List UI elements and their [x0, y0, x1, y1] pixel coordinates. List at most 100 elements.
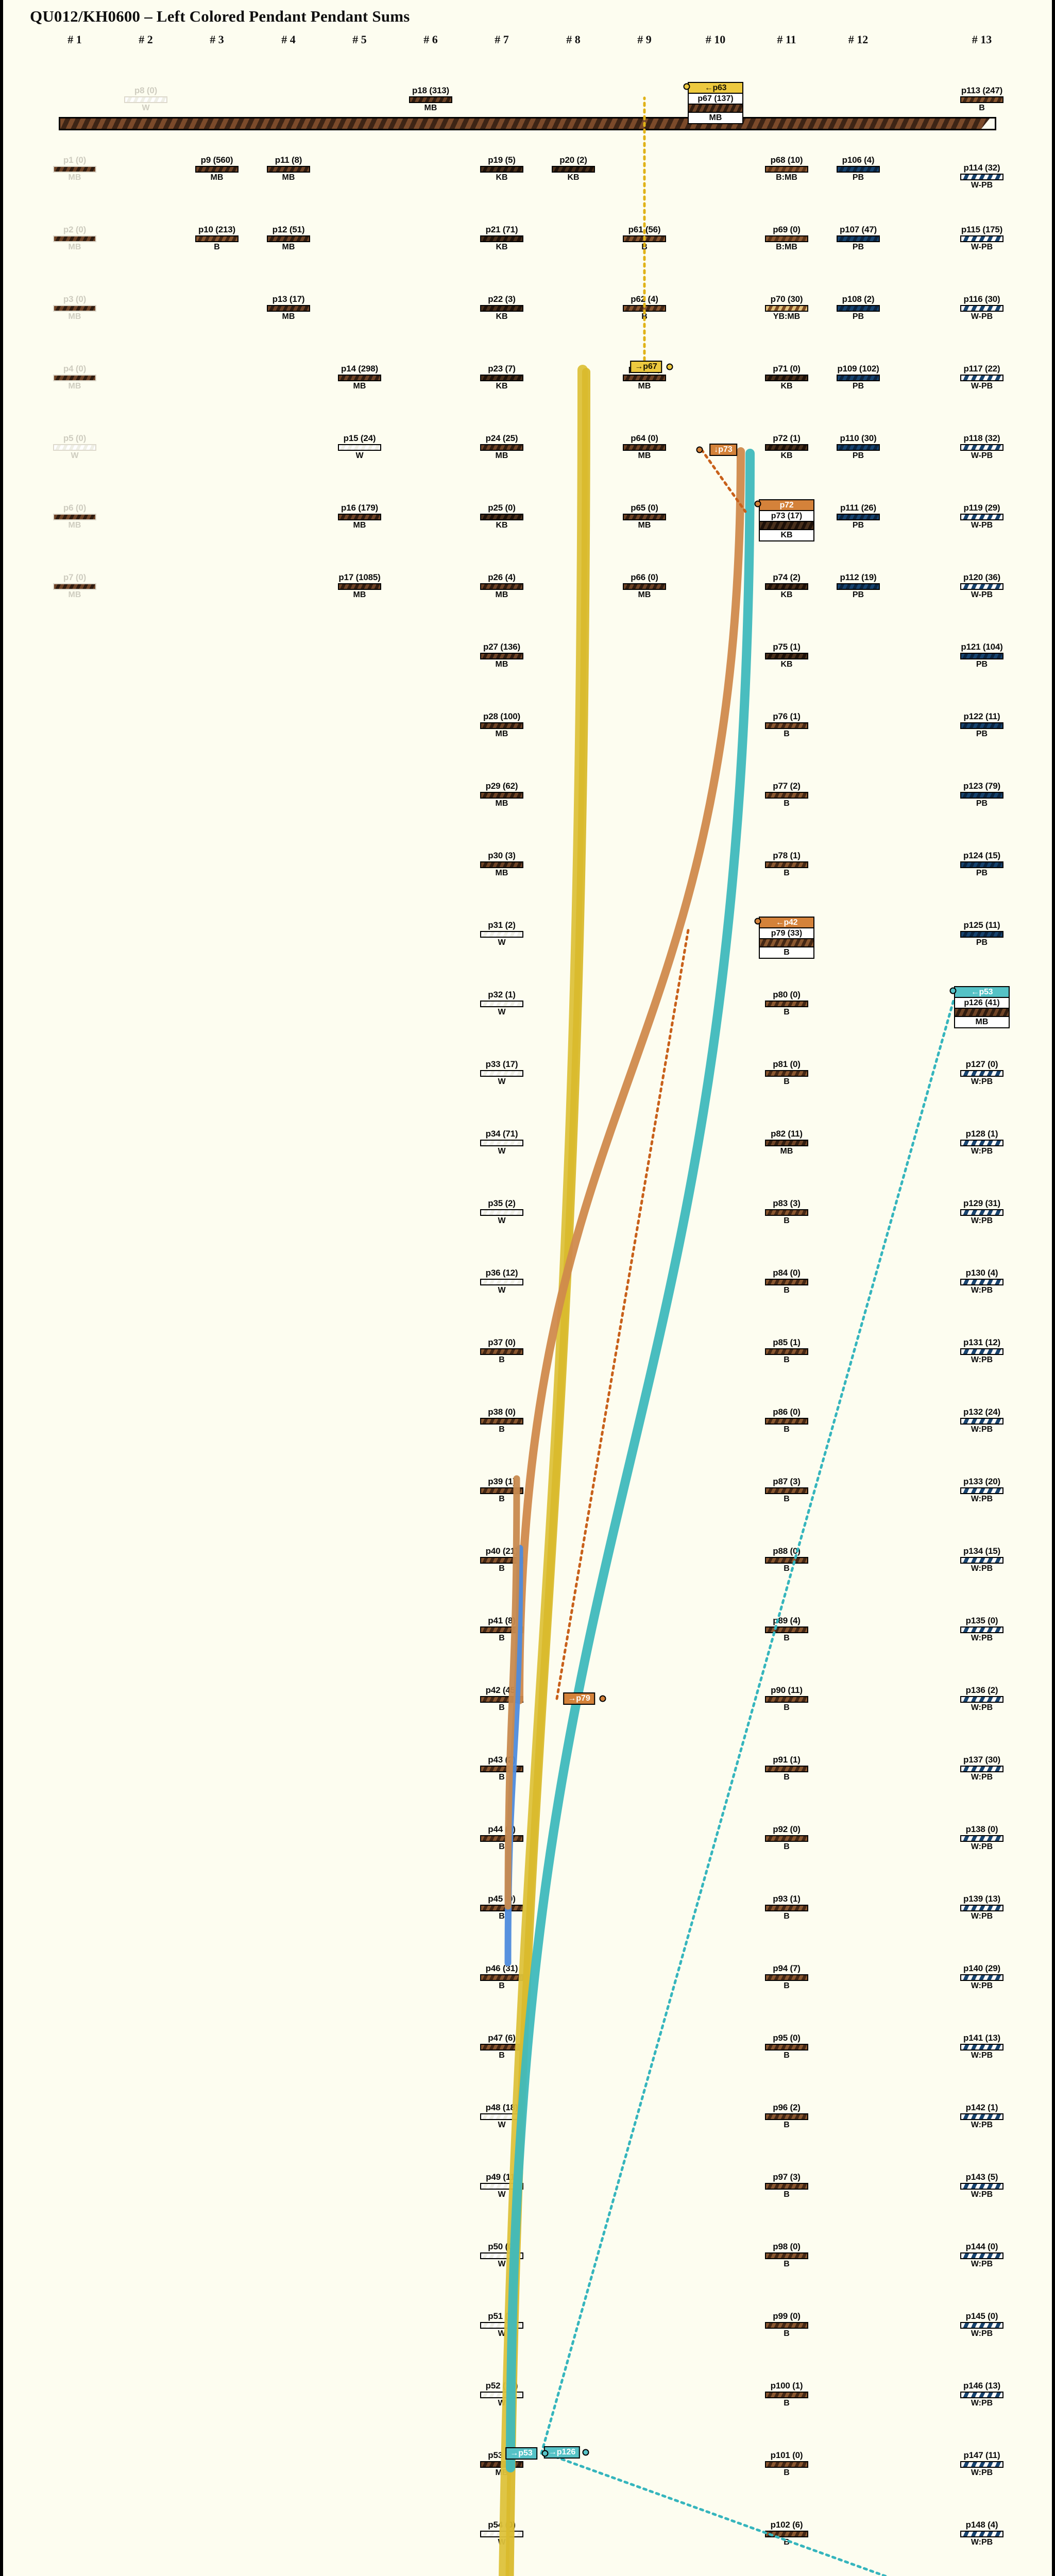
pendant-cell-p11[interactable]: p11 (8) MB	[247, 156, 330, 182]
pendant-cell-p109[interactable]: p109 (102) PB	[817, 364, 899, 391]
pointer-tag-p67[interactable]: →p67	[630, 361, 662, 373]
pendant-cell-p84[interactable]: p84 (0) B	[745, 1268, 828, 1295]
pendant-cell-p27[interactable]: p27 (136) MB	[461, 642, 543, 669]
pointer-tag-p126[interactable]: →p126	[543, 2446, 581, 2459]
pendant-cell-p40[interactable]: p40 (21) B	[461, 1547, 543, 1573]
pendant-cell-p50[interactable]: p50 (0) W	[461, 2242, 543, 2268]
pendant-cell-p132[interactable]: p132 (24) W:PB	[941, 1408, 1023, 1434]
pendant-cell-p144[interactable]: p144 (0) W:PB	[941, 2242, 1023, 2268]
pendant-cell-p32[interactable]: p32 (1) W	[461, 990, 543, 1016]
pendant-cell-p80[interactable]: p80 (0) B	[745, 990, 828, 1016]
pendant-cell-p22[interactable]: p22 (3) KB	[461, 295, 543, 321]
pendant-cell-p127[interactable]: p127 (0) W:PB	[941, 1060, 1023, 1086]
pendant-cell-p8[interactable]: p8 (0) W	[105, 86, 187, 112]
pendant-cell-p44[interactable]: p44 (0) B	[461, 1825, 543, 1851]
pendant-cell-p142[interactable]: p142 (1) W:PB	[941, 2103, 1023, 2129]
pendant-cell-p130[interactable]: p130 (4) W:PB	[941, 1268, 1023, 1295]
pendant-cell-p120[interactable]: p120 (36) W-PB	[941, 573, 1023, 599]
pendant-cell-p6[interactable]: p6 (0) MB	[33, 503, 116, 530]
pendant-cell-p141[interactable]: p141 (13) W:PB	[941, 2033, 1023, 2060]
pendant-cell-p117[interactable]: p117 (22) W-PB	[941, 364, 1023, 391]
pendant-cell-p98[interactable]: p98 (0) B	[745, 2242, 828, 2268]
pendant-cell-p85[interactable]: p85 (1) B	[745, 1338, 828, 1364]
pendant-cell-p121[interactable]: p121 (104) PB	[941, 642, 1023, 669]
pointer-tag-p73[interactable]: ↓p73	[709, 444, 737, 456]
pendant-cell-p71[interactable]: p71 (0) KB	[745, 364, 828, 391]
pendant-cell-p115[interactable]: p115 (175) W-PB	[941, 225, 1023, 251]
pendant-cell-p51[interactable]: p51 (2) W	[461, 2312, 543, 2338]
pendant-cell-p107[interactable]: p107 (47) PB	[817, 225, 899, 251]
pendant-cell-p28[interactable]: p28 (100) MB	[461, 712, 543, 738]
pendant-cell-p133[interactable]: p133 (20) W:PB	[941, 1477, 1023, 1503]
pendant-cell-p42[interactable]: p42 (45) B	[461, 1686, 543, 1712]
pendant-cell-p12[interactable]: p12 (51) MB	[247, 225, 330, 251]
pendant-cell-p108[interactable]: p108 (2) PB	[817, 295, 899, 321]
pendant-cell-p25[interactable]: p25 (0) KB	[461, 503, 543, 530]
pendant-cell-p93[interactable]: p93 (1) B	[745, 1894, 828, 1921]
pendant-cell-p92[interactable]: p92 (0) B	[745, 1825, 828, 1851]
pendant-cell-p37[interactable]: p37 (0) B	[461, 1338, 543, 1364]
pendant-cell-p114[interactable]: p114 (32) W-PB	[941, 163, 1023, 190]
pendant-cell-p7[interactable]: p7 (0) MB	[33, 573, 116, 599]
pendant-cell-p116[interactable]: p116 (30) W-PB	[941, 295, 1023, 321]
pendant-cell-p24[interactable]: p24 (25) MB	[461, 434, 543, 460]
pendant-cell-p77[interactable]: p77 (2) B	[745, 782, 828, 808]
pendant-cell-p94[interactable]: p94 (7) B	[745, 1964, 828, 1990]
pendant-cell-p61[interactable]: p61 (56) B	[603, 225, 686, 251]
pendant-cell-p111[interactable]: p111 (26) PB	[817, 503, 899, 530]
pendant-cell-p52[interactable]: p52 (14) W	[461, 2381, 543, 2408]
pendant-cell-p39[interactable]: p39 (1) B	[461, 1477, 543, 1503]
pendant-cell-p131[interactable]: p131 (12) W:PB	[941, 1338, 1023, 1364]
pendant-cell-p140[interactable]: p140 (29) W:PB	[941, 1964, 1023, 1990]
pendant-cell-p139[interactable]: p139 (13) W:PB	[941, 1894, 1023, 1921]
pendant-cell-p46[interactable]: p46 (31) B	[461, 1964, 543, 1990]
pendant-cell-p87[interactable]: p87 (3) B	[745, 1477, 828, 1503]
pendant-cell-p65[interactable]: p65 (0) MB	[603, 503, 686, 530]
pendant-cell-p74[interactable]: p74 (2) KB	[745, 573, 828, 599]
pendant-cell-p143[interactable]: p143 (5) W:PB	[941, 2173, 1023, 2199]
pendant-cell-p124[interactable]: p124 (15) PB	[941, 851, 1023, 877]
pointer-tag-p53[interactable]: →p53	[505, 2447, 537, 2460]
pendant-cell-p38[interactable]: p38 (0) B	[461, 1408, 543, 1434]
pendant-cell-p119[interactable]: p119 (29) W-PB	[941, 503, 1023, 530]
pendant-cell-p81[interactable]: p81 (0) B	[745, 1060, 828, 1086]
pendant-cell-p89[interactable]: p89 (4) B	[745, 1616, 828, 1642]
pendant-cell-p101[interactable]: p101 (0) B	[745, 2451, 828, 2477]
pendant-cell-p122[interactable]: p122 (11) PB	[941, 712, 1023, 738]
pendant-cell-p129[interactable]: p129 (31) W:PB	[941, 1199, 1023, 1225]
pendant-cell-p9[interactable]: p9 (560) MB	[176, 156, 258, 182]
pendant-cell-p19[interactable]: p19 (5) KB	[461, 156, 543, 182]
pendant-cell-p68[interactable]: p68 (10) B:MB	[745, 156, 828, 182]
pendant-cell-p90[interactable]: p90 (11) B	[745, 1686, 828, 1712]
pendant-cell-p33[interactable]: p33 (17) W	[461, 1060, 543, 1086]
pendant-cell-p21[interactable]: p21 (71) KB	[461, 225, 543, 251]
pendant-cell-p14[interactable]: p14 (298) MB	[318, 364, 401, 391]
pendant-cell-p54[interactable]: p54 (0) W	[461, 2520, 543, 2547]
pendant-cell-p30[interactable]: p30 (3) MB	[461, 851, 543, 877]
pendant-cell-p146[interactable]: p146 (13) W:PB	[941, 2381, 1023, 2408]
pendant-cell-p10[interactable]: p10 (213) B	[176, 225, 258, 251]
pendant-card-p126[interactable]: ←p53 p126 (41) MB	[954, 986, 1010, 1028]
pendant-cell-p148[interactable]: p148 (4) W:PB	[941, 2520, 1023, 2547]
pendant-cell-p110[interactable]: p110 (30) PB	[817, 434, 899, 460]
pendant-cell-p128[interactable]: p128 (1) W:PB	[941, 1129, 1023, 1156]
pendant-cell-p72[interactable]: p72 (1) KB	[745, 434, 828, 460]
pendant-card-p79[interactable]: ←p42 p79 (33) B	[759, 917, 814, 959]
pendant-cell-p145[interactable]: p145 (0) W:PB	[941, 2312, 1023, 2338]
pendant-cell-p31[interactable]: p31 (2) W	[461, 921, 543, 947]
pendant-cell-p99[interactable]: p99 (0) B	[745, 2312, 828, 2338]
pendant-cell-p69[interactable]: p69 (0) B:MB	[745, 225, 828, 251]
pendant-cell-p88[interactable]: p88 (0) B	[745, 1547, 828, 1573]
pendant-cell-p75[interactable]: p75 (1) KB	[745, 642, 828, 669]
pendant-cell-p76[interactable]: p76 (1) B	[745, 712, 828, 738]
pendant-cell-p136[interactable]: p136 (2) W:PB	[941, 1686, 1023, 1712]
pendant-cell-p123[interactable]: p123 (79) PB	[941, 782, 1023, 808]
pendant-cell-p82[interactable]: p82 (11) MB	[745, 1129, 828, 1156]
pendant-cell-p147[interactable]: p147 (11) W:PB	[941, 2451, 1023, 2477]
pendant-cell-p83[interactable]: p83 (3) B	[745, 1199, 828, 1225]
pointer-tag-p79[interactable]: →p79	[563, 1692, 595, 1705]
pendant-cell-p112[interactable]: p112 (19) PB	[817, 573, 899, 599]
pendant-cell-p20[interactable]: p20 (2) KB	[532, 156, 615, 182]
pendant-cell-p70[interactable]: p70 (30) YB:MB	[745, 295, 828, 321]
pendant-cell-p5[interactable]: p5 (0) W	[33, 434, 116, 460]
